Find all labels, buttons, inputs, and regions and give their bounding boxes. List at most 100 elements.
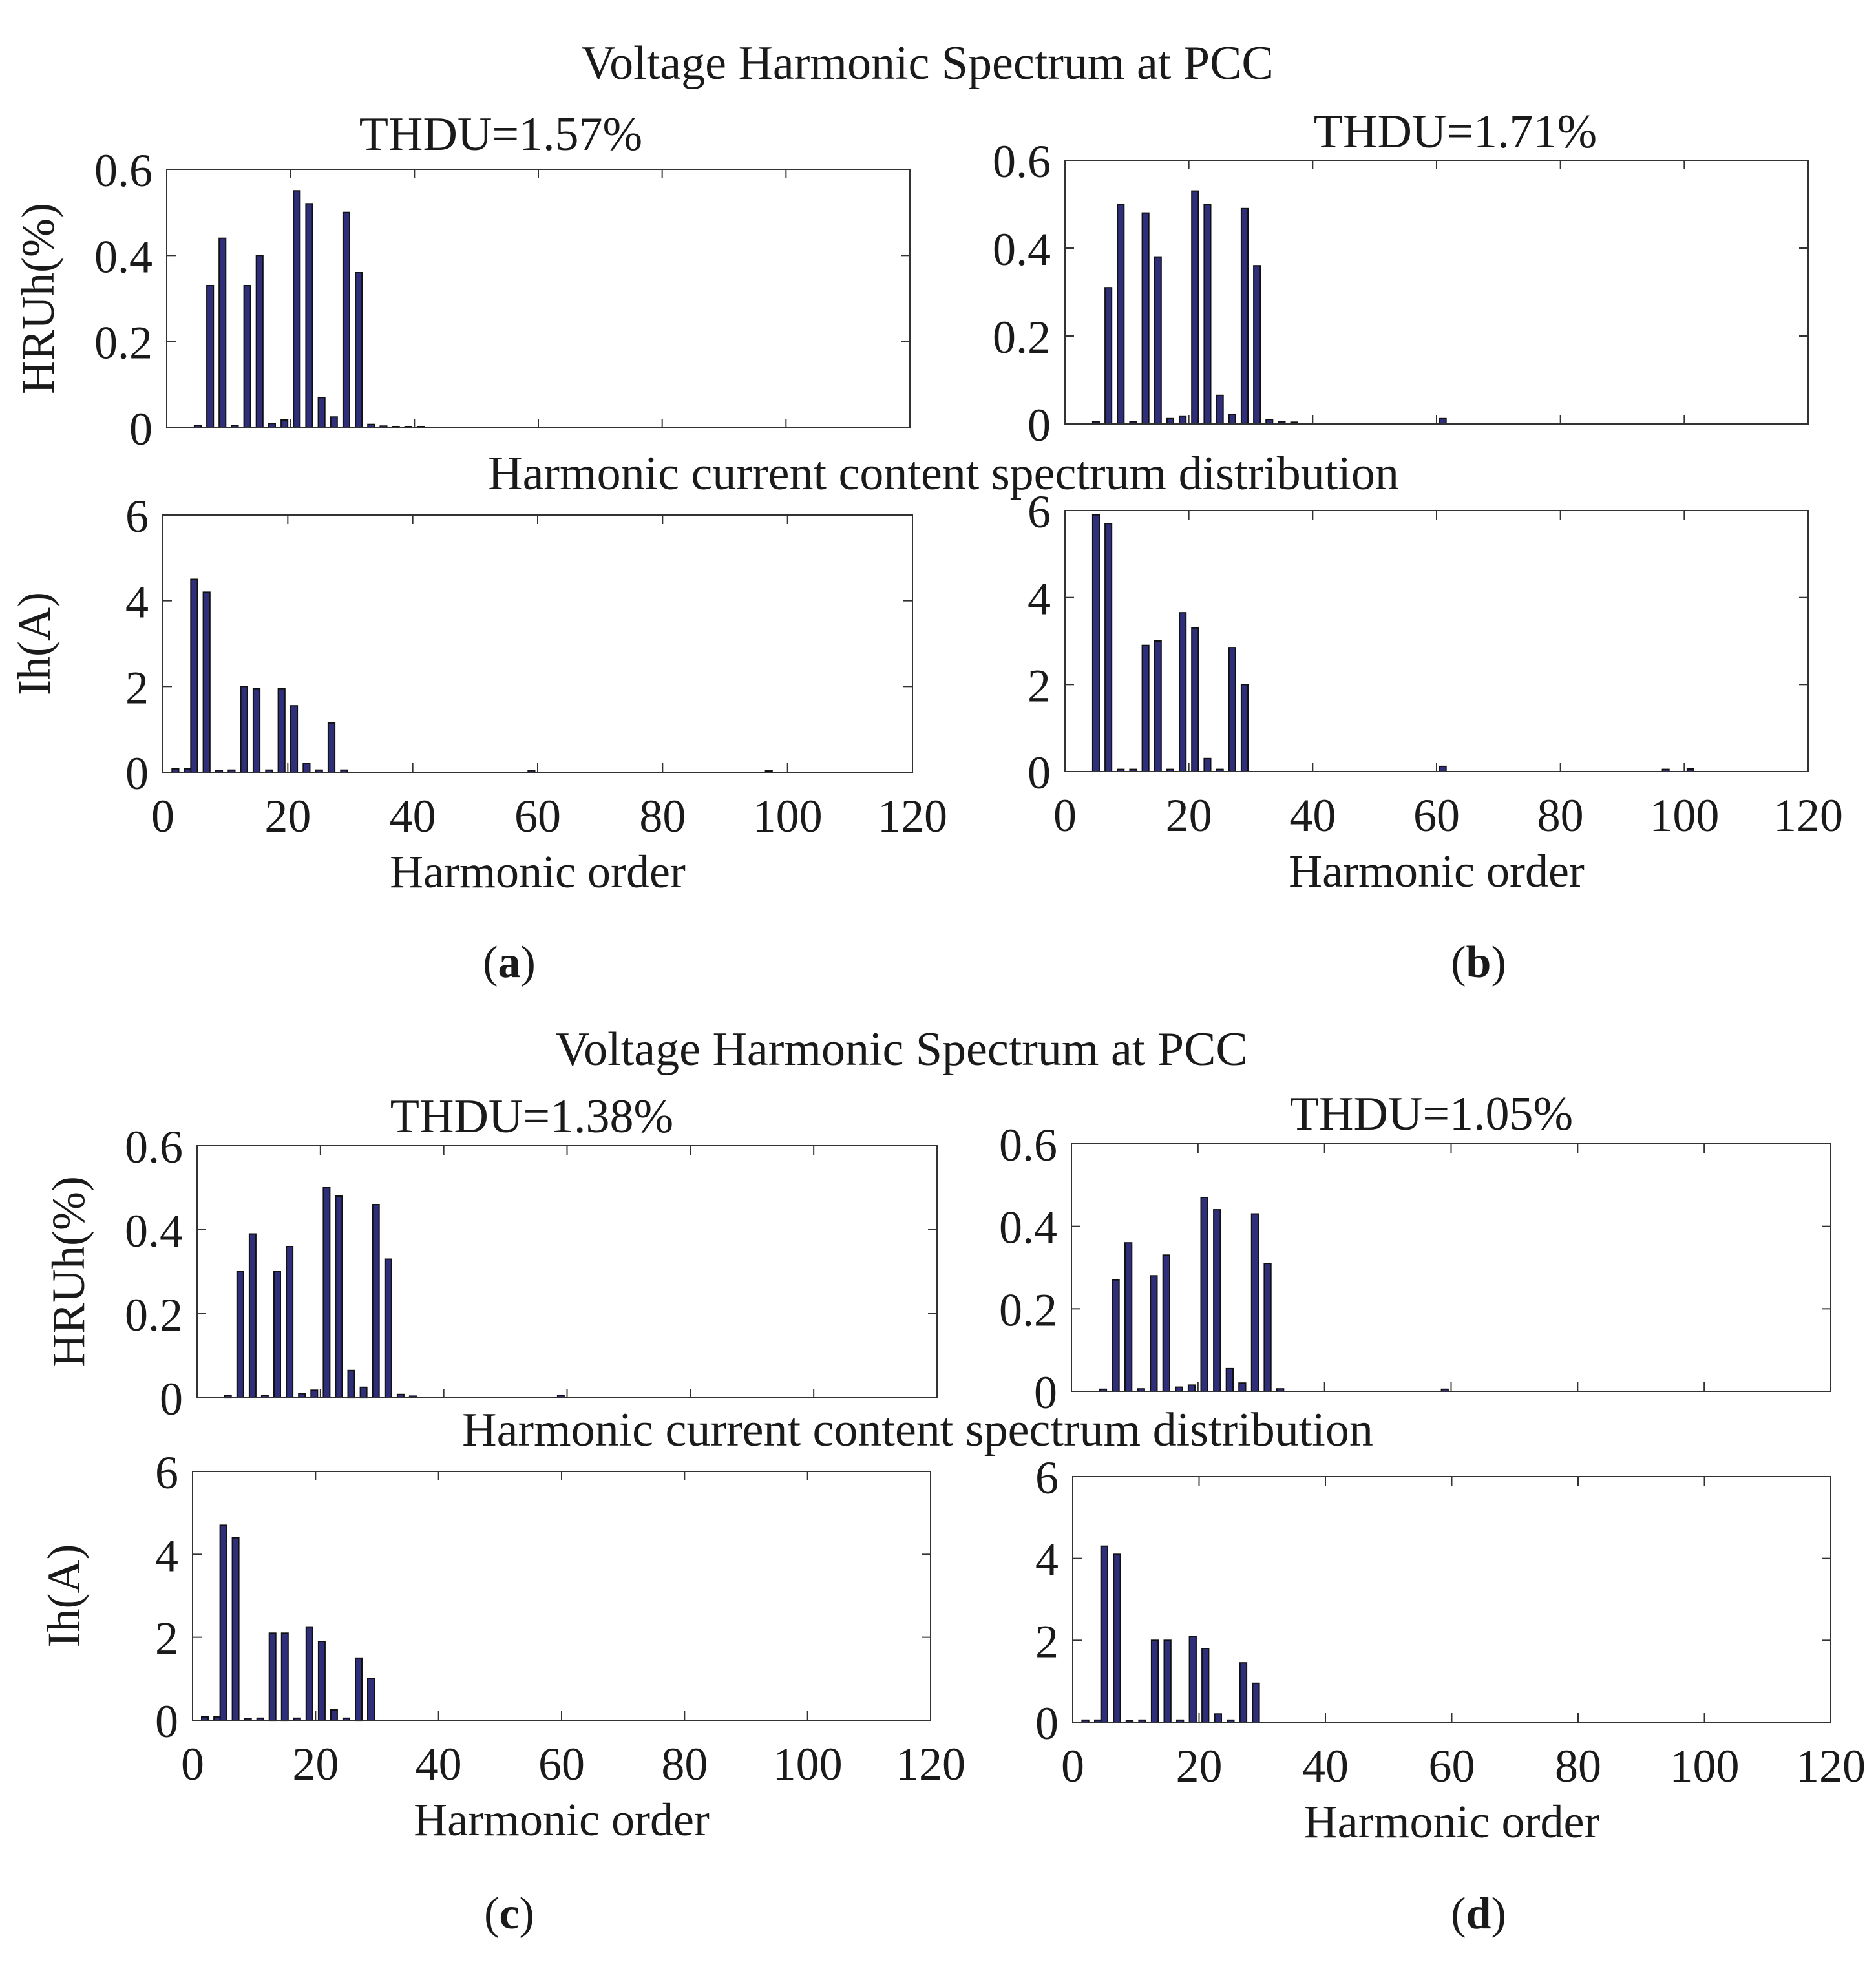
- bar-b-current-h23: [1203, 757, 1212, 773]
- xlabel-a-current: Harmonic order: [390, 846, 686, 898]
- bar-c-current-h21: [317, 1641, 326, 1722]
- bar-a-voltage-h15: [255, 255, 264, 428]
- bar-c-current-h13: [268, 1632, 277, 1722]
- ytick-label-a-voltage-3: 0.6: [94, 145, 153, 196]
- thd-label-a: THDU=1.57%: [359, 108, 642, 161]
- bar-b-voltage-h33: [1265, 419, 1274, 425]
- ytick-label-b-current-1: 2: [1028, 660, 1051, 711]
- bar-d-current-h15: [1163, 1639, 1172, 1723]
- subfigure-label-b: (b): [1451, 938, 1506, 987]
- ytick-label-a-current-3: 6: [125, 490, 149, 542]
- bar-c-voltage-h19: [310, 1389, 319, 1399]
- bar-b-voltage-h25: [1216, 394, 1224, 425]
- bar-d-current-h27: [1239, 1662, 1248, 1723]
- xtick-label-a-current-5: 100: [753, 790, 823, 842]
- bar-b-current-h19: [1179, 612, 1187, 773]
- bar-b-voltage-h13: [1141, 212, 1150, 425]
- xtick-label-a-current-0: 0: [151, 790, 174, 842]
- bar-c-voltage-h9: [248, 1233, 257, 1398]
- axes-c-voltage: 0 0.2 0.4 0.6 HRUh(%): [43, 1121, 938, 1425]
- ylabel-a-current: Ih(A): [8, 592, 60, 695]
- bar-b-voltage-h61: [1439, 417, 1447, 425]
- axes-frame-d-voltage: [1071, 1143, 1831, 1392]
- bar-b-voltage-h29: [1240, 207, 1249, 425]
- axes-frame-a-voltage: [166, 169, 911, 428]
- xtick-label-a-current-2: 40: [390, 790, 436, 842]
- axes-frame-d-current: [1072, 1476, 1831, 1723]
- bar-d-voltage-h29: [1250, 1213, 1259, 1392]
- bar-a-current-h23: [302, 763, 311, 773]
- axes-d-voltage: 0 0.2 0.4 0.6: [999, 1119, 1831, 1418]
- ytick-label-c-current-2: 4: [155, 1530, 178, 1581]
- bar-b-current-h61: [1439, 765, 1447, 773]
- bar-b-current-h21: [1191, 627, 1199, 772]
- bar-b-current-h13: [1141, 644, 1150, 773]
- voltage-title-a: Voltage Harmonic Spectrum at PCC: [581, 37, 1273, 90]
- xtick-label-d-current-2: 40: [1302, 1740, 1349, 1792]
- bar-b-voltage-h7: [1104, 287, 1113, 425]
- bar-c-voltage-h7: [236, 1271, 244, 1398]
- bar-d-current-h13: [1150, 1639, 1159, 1723]
- bar-c-voltage-h31: [384, 1258, 392, 1398]
- xtick-label-d-current-5: 100: [1670, 1740, 1740, 1792]
- bar-a-current-h13: [240, 686, 248, 774]
- ylabel-c-current: Ih(A): [38, 1544, 90, 1648]
- bar-b-voltage-h21: [1191, 190, 1199, 425]
- xtick-label-c-current-1: 20: [292, 1738, 339, 1790]
- thd-label-d: THDU=1.05%: [1290, 1088, 1573, 1141]
- ytick-label-c-voltage-1: 0.2: [125, 1289, 183, 1341]
- xlabel-c-current: Harmonic order: [414, 1794, 710, 1846]
- ytick-label-d-voltage-1: 0.2: [999, 1284, 1057, 1336]
- bar-d-voltage-h21: [1200, 1197, 1208, 1392]
- ytick-label-d-voltage-2: 0.4: [999, 1202, 1057, 1254]
- ytick-label-d-current-3: 6: [1035, 1452, 1059, 1504]
- ytick-label-c-voltage-0: 0: [160, 1373, 183, 1425]
- bar-c-current-h15: [280, 1632, 289, 1722]
- ytick-label-b-voltage-2: 0.4: [993, 224, 1051, 275]
- ytick-label-b-voltage-0: 0: [1028, 399, 1051, 451]
- xtick-label-b-current-3: 60: [1413, 790, 1460, 841]
- bar-a-current-h19: [277, 688, 286, 773]
- bar-b-voltage-h19: [1179, 415, 1187, 425]
- xtick-label-d-current-4: 80: [1555, 1740, 1601, 1792]
- bar-c-current-h5: [219, 1524, 227, 1721]
- bar-a-voltage-h29: [342, 211, 351, 428]
- bar-d-voltage-h27: [1238, 1382, 1247, 1392]
- ytick-label-c-current-3: 6: [155, 1447, 178, 1499]
- ytick-label-d-current-0: 0: [1035, 1698, 1059, 1749]
- bar-d-current-h19: [1188, 1636, 1197, 1723]
- xtick-label-c-current-3: 60: [538, 1738, 585, 1790]
- ytick-label-c-voltage-2: 0.4: [125, 1205, 183, 1257]
- ytick-label-c-current-1: 2: [155, 1613, 178, 1665]
- bar-c-voltage-h23: [335, 1195, 343, 1398]
- bar-b-voltage-h27: [1228, 414, 1236, 425]
- bar-d-voltage-h7: [1112, 1279, 1120, 1392]
- xtick-label-b-current-2: 40: [1289, 790, 1336, 841]
- ytick-label-a-voltage-2: 0.4: [94, 231, 153, 282]
- xtick-label-d-current-6: 120: [1796, 1740, 1866, 1792]
- bar-d-voltage-h13: [1150, 1275, 1158, 1393]
- bar-c-voltage-h27: [359, 1386, 368, 1399]
- bar-a-voltage-h13: [243, 285, 251, 428]
- bar-c-current-h7: [231, 1537, 240, 1721]
- bar-d-current-h29: [1252, 1682, 1260, 1723]
- ytick-label-b-current-3: 6: [1028, 486, 1051, 538]
- xtick-label-c-current-6: 120: [896, 1738, 965, 1790]
- ylabel-a-voltage: HRUh(%): [12, 203, 64, 394]
- xtick-label-d-current-1: 20: [1176, 1740, 1223, 1792]
- bar-c-current-h23: [330, 1709, 338, 1721]
- xtick-label-c-current-4: 80: [661, 1738, 708, 1790]
- bar-a-voltage-h21: [293, 190, 301, 428]
- bar-a-current-h15: [252, 688, 261, 773]
- bar-d-voltage-h25: [1225, 1367, 1234, 1392]
- bar-b-voltage-h9: [1117, 204, 1125, 425]
- bar-d-current-h7: [1113, 1553, 1121, 1723]
- bar-c-current-h27: [355, 1657, 363, 1722]
- axes-b-voltage: 0 0.2 0.4 0.6: [993, 136, 1809, 451]
- bar-d-voltage-h31: [1263, 1263, 1272, 1392]
